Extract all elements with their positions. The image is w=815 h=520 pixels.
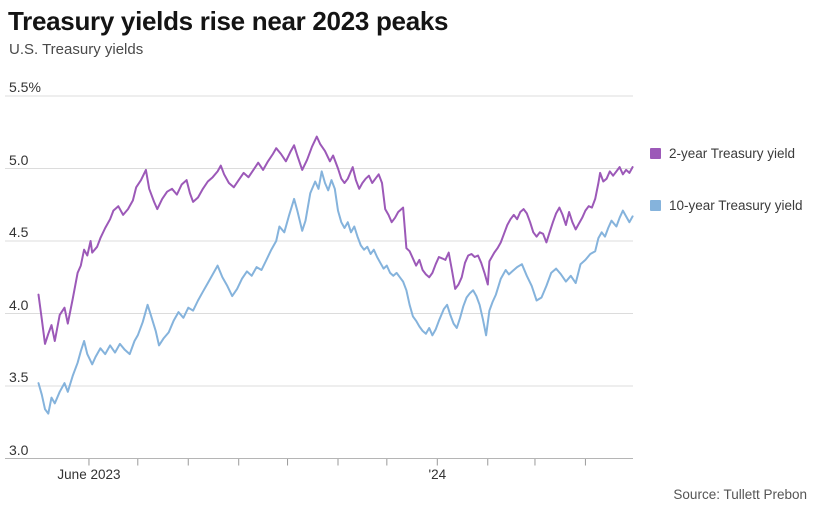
legend-swatch-10-year bbox=[650, 200, 661, 211]
source-note: Source: Tullett Prebon bbox=[673, 487, 807, 502]
y-axis-label-4-0: 4.0 bbox=[9, 296, 29, 313]
legend-swatch-2-year bbox=[650, 148, 661, 159]
y-axis-label-4-5: 4.5 bbox=[9, 224, 29, 240]
legend-item-10-year: 10-year Treasury yield bbox=[650, 198, 803, 213]
y-axis-label-5-5: 5.5% bbox=[9, 79, 41, 95]
chart-subtitle: U.S. Treasury yields bbox=[9, 41, 144, 58]
y-axis-label-3-5: 3.5 bbox=[9, 369, 29, 385]
chart-title: Treasury yields rise near 2023 peaks bbox=[8, 6, 449, 36]
x-axis-label-24: '24 bbox=[428, 467, 447, 482]
x-axis-label-june-2023: June 2023 bbox=[57, 467, 121, 482]
legend-item-2-year: 2-year Treasury yield bbox=[650, 146, 795, 161]
legend-label-2-year: 2-year Treasury yield bbox=[669, 146, 796, 161]
y-axis-label-3-0: 3.0 bbox=[9, 441, 29, 458]
legend-label-10-year: 10-year Treasury yield bbox=[669, 198, 803, 213]
y-axis-label-5-0: 5.0 bbox=[9, 151, 29, 168]
